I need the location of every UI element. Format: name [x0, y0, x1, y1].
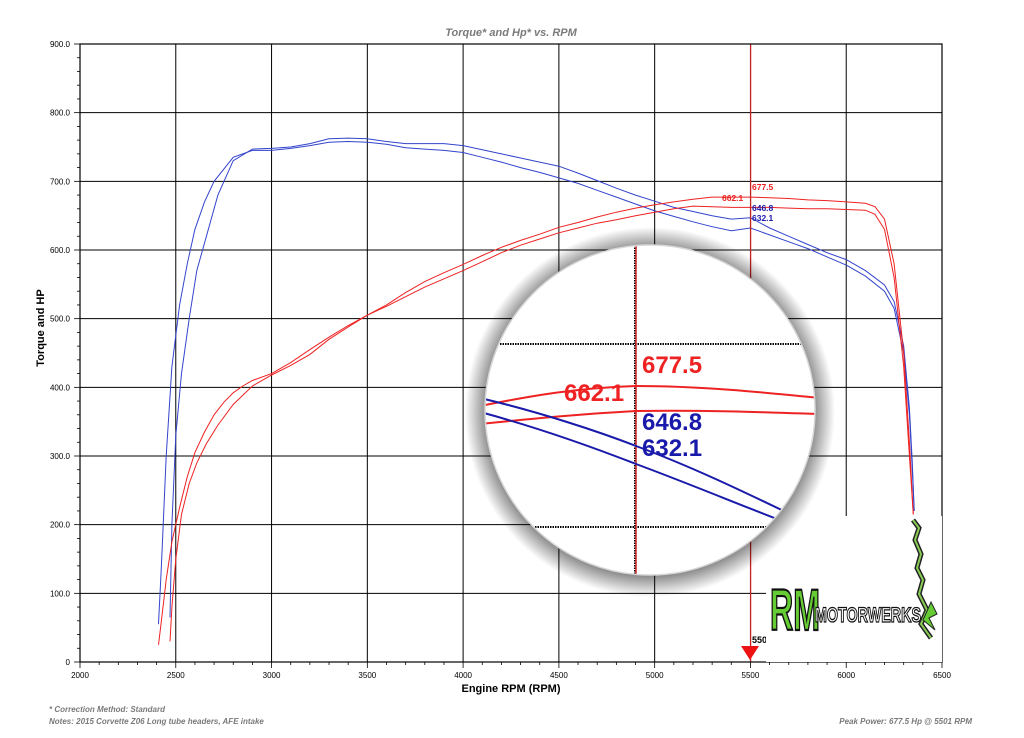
x-tick-label: 2000	[71, 671, 89, 680]
logo-motorwerks: MOTORWERKS	[815, 604, 921, 627]
x-tick-label: 4500	[550, 671, 568, 680]
x-tick-label: 5000	[646, 671, 664, 680]
x-tick-label: 5500	[742, 671, 760, 680]
mag-value-label: 632.1	[642, 435, 702, 462]
y-tick-label: 200.0	[50, 521, 71, 530]
cursor-value-label: 646.8	[752, 203, 774, 213]
series-hp-3	[169, 196, 914, 642]
y-tick-label: 300.0	[50, 452, 71, 461]
cursor-rpm-label: 5501	[752, 635, 772, 645]
magnifier-rim	[484, 244, 816, 576]
peak-power-note: Peak Power: 677.5 Hp @ 5501 RPM	[839, 717, 972, 726]
logo-rm: RM	[770, 578, 820, 643]
series-torque-1	[169, 137, 915, 618]
y-tick-label: 700.0	[50, 177, 71, 186]
x-tick-label: 3500	[358, 671, 376, 680]
cursor-value-label: 677.5	[752, 182, 774, 192]
notes-text: Notes: 2015 Corvette Z06 Long tube heade…	[49, 717, 264, 726]
mag-series-line	[485, 384, 815, 407]
brand-logo: RM MOTORWERKS	[766, 516, 942, 662]
x-tick-labels: 2000 2500 3000 3500 4000 4500 5000 5500 6000 6500	[71, 671, 951, 680]
x-tick-label: 3000	[263, 671, 281, 680]
series-torque-0	[158, 140, 915, 625]
y-tick-label: 400.0	[50, 383, 71, 392]
y-tick-labels: 0 100.0 200.0 300.0 400.0 500.0 600.0 700.0 800.…	[50, 40, 71, 667]
correction-note: * Correction Method: Standard	[49, 705, 166, 714]
chart-title: Torque* and Hp* vs. RPM	[445, 27, 577, 39]
cursor-value-label: 662.1	[722, 193, 744, 203]
series-hp-2	[158, 205, 914, 645]
y-tick-label: 100.0	[50, 589, 71, 598]
y-tick-label: 0	[66, 658, 71, 667]
series-group	[158, 137, 915, 645]
x-axis-label: Engine RPM (RPM)	[462, 683, 561, 695]
mag-series-line	[485, 411, 791, 525]
cursor-value-label: 632.1	[752, 213, 774, 223]
mag-series-line	[485, 409, 815, 425]
mag-value-label: 646.8	[642, 409, 702, 436]
y-tick-label: 600.0	[50, 246, 71, 255]
logo-figure	[911, 518, 938, 640]
mag-value-label: 662.1	[564, 380, 624, 407]
x-tick-label: 2500	[167, 671, 185, 680]
mag-series-line	[485, 397, 791, 515]
y-tick-label: 500.0	[50, 315, 71, 324]
plot-frame	[79, 43, 943, 663]
mag-value-label: 677.5	[642, 352, 702, 379]
y-tick-label: 800.0	[50, 109, 71, 118]
x-tick-label: 6000	[837, 671, 855, 680]
x-tick-label: 4000	[454, 671, 472, 680]
y-axis-label: Torque and HP	[35, 289, 47, 366]
y-tick-label: 900.0	[50, 40, 71, 49]
x-tick-label: 6500	[933, 671, 951, 680]
cursor-marker[interactable]	[741, 646, 759, 660]
